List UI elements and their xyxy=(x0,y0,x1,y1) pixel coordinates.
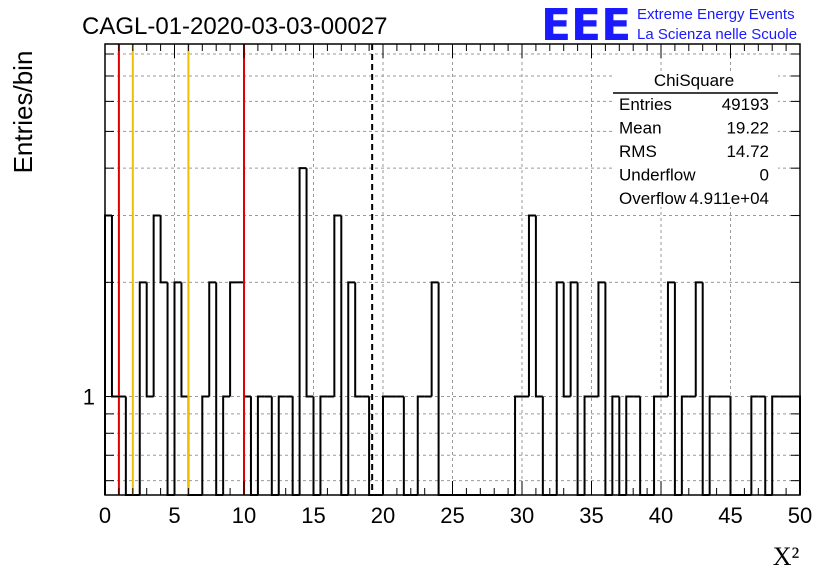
histogram-bin xyxy=(354,282,363,398)
histogram-bin xyxy=(277,395,286,495)
histogram-bin xyxy=(201,395,210,495)
histogram-bin xyxy=(576,282,585,496)
x-tick-label: 45 xyxy=(718,503,742,528)
histogram-bin xyxy=(104,214,112,495)
histogram-bin xyxy=(347,281,356,495)
stats-row-value: 4.911e+04 xyxy=(689,189,769,208)
histogram-bin xyxy=(680,395,689,495)
x-tick-label: 20 xyxy=(371,503,395,528)
histogram-bin xyxy=(750,395,759,495)
y-tick-label: 1 xyxy=(83,385,95,410)
histogram-bin xyxy=(604,282,613,496)
stats-row-label: Entries xyxy=(619,95,672,114)
histogram-bin xyxy=(319,395,328,495)
logo-line-1: Extreme Energy Events xyxy=(637,6,795,23)
histogram-bin xyxy=(229,281,238,397)
histogram-bin xyxy=(534,215,543,398)
histogram-bin xyxy=(555,281,564,495)
x-tick-label: 0 xyxy=(99,503,111,528)
x-tick-label: 10 xyxy=(232,503,256,528)
axes xyxy=(104,43,801,496)
reference-lines xyxy=(117,44,374,495)
stats-row-label: Underflow xyxy=(619,166,696,185)
histogram-bin xyxy=(340,215,349,496)
histogram-bin xyxy=(625,395,634,495)
stats-row-value: 19.22 xyxy=(726,119,769,138)
stats-title: ChiSquare xyxy=(654,71,734,90)
x-tick-label: 25 xyxy=(440,503,464,528)
stats-box: ChiSquare Entries 49193 Mean 19.22 RMS 14.72 U… xyxy=(613,71,778,208)
stats-row-value: 0 xyxy=(760,166,769,185)
histogram-bin xyxy=(653,395,661,495)
histogram-bin xyxy=(333,214,342,397)
histogram-bin xyxy=(611,395,620,495)
histogram-bin xyxy=(430,281,439,397)
histogram-bin xyxy=(305,168,314,398)
histogram-bin xyxy=(208,281,217,397)
eee-logo: EEE xyxy=(541,0,631,51)
histogram-bin xyxy=(666,281,675,397)
histogram-bin xyxy=(110,215,119,398)
stats-row-label: Overflow xyxy=(619,189,687,208)
histogram-bin xyxy=(514,395,522,495)
x-tick-label: 50 xyxy=(788,503,812,528)
x-tick-label: 40 xyxy=(649,503,673,528)
run-title: CAGL-01-2020-03-03-00027 xyxy=(82,13,388,40)
histogram-bin xyxy=(569,281,578,397)
x-tick-label: 35 xyxy=(579,503,603,528)
histogram-bin xyxy=(527,214,536,397)
histogram-bin xyxy=(708,395,717,495)
x-tick-label: 5 xyxy=(168,503,180,528)
x-axis-label: X² xyxy=(773,542,800,571)
histogram-bin xyxy=(597,281,606,397)
histogram-bin xyxy=(166,282,175,496)
histogram-bin xyxy=(694,281,703,397)
histogram-bin xyxy=(243,282,251,398)
histogram-bin xyxy=(215,282,224,496)
stats-row-label: Mean xyxy=(619,119,662,138)
histogram-bin xyxy=(145,282,154,398)
stats-row-value: 49193 xyxy=(722,95,769,114)
histogram-bin xyxy=(701,282,710,496)
histogram-bin xyxy=(152,214,161,397)
histogram-bin xyxy=(382,395,390,495)
logo-line-2: La Scienza nelle Scuole xyxy=(637,26,797,43)
histogram-bin xyxy=(437,282,446,496)
x-tick-label: 15 xyxy=(301,503,325,528)
histogram-bin xyxy=(771,395,780,495)
histogram-bin xyxy=(298,167,307,495)
tick-labels: 0 5 10 15 20 25 30 35 40 45 50 1 xyxy=(83,385,812,528)
x-tick-label: 30 xyxy=(510,503,534,528)
histogram-bin xyxy=(180,282,189,398)
histogram-bin xyxy=(673,282,682,496)
histogram-bin xyxy=(256,395,265,495)
histogram-bin xyxy=(159,215,168,284)
histogram-bin xyxy=(138,281,147,495)
stats-row-value: 14.72 xyxy=(726,142,769,161)
y-axis-label: Entries/bin xyxy=(8,51,38,174)
histogram-steps xyxy=(104,167,801,496)
histogram-bin xyxy=(583,395,592,495)
histogram-bin xyxy=(416,395,425,495)
histogram-bin xyxy=(222,395,231,495)
histogram-bin xyxy=(173,281,182,495)
stats-row-label: RMS xyxy=(619,142,657,161)
grid xyxy=(105,44,800,495)
histogram-bin xyxy=(562,282,571,398)
